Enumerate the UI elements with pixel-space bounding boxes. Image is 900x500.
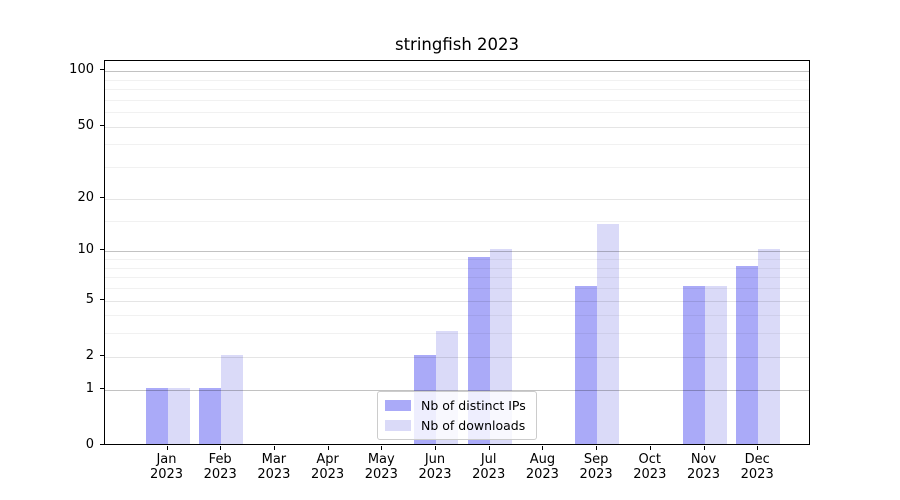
gridline — [105, 315, 809, 317]
y-tick — [100, 69, 104, 71]
x-tick-label-nov: Nov 2023 — [686, 452, 721, 482]
x-tick-label-mar: Mar 2023 — [257, 452, 291, 482]
gridline — [105, 144, 809, 146]
x-tick — [435, 446, 436, 450]
bar-nb-of-distinct-ips-nov — [682, 286, 705, 444]
x-tick — [220, 446, 222, 450]
gridline — [105, 220, 809, 222]
gridline — [105, 389, 809, 391]
legend-row: Nb of distinct IPs — [385, 398, 526, 413]
y-tick-label: 10 — [77, 242, 94, 258]
y-tick — [100, 444, 104, 445]
legend: Nb of distinct IPs Nb of downloads — [377, 391, 537, 440]
y-tick — [100, 124, 104, 126]
gridline — [105, 333, 809, 335]
x-tick-label-dec: Dec 2023 — [740, 452, 774, 482]
x-tick — [596, 446, 598, 450]
x-tick-label-may: May 2023 — [364, 452, 398, 482]
bar-nb-of-distinct-ips-sep — [575, 286, 598, 444]
gridline — [105, 267, 809, 269]
x-tick — [327, 446, 329, 450]
y-tick-label: 100 — [69, 62, 94, 78]
bar-nb-of-downloads-dec — [758, 249, 781, 444]
bar-nb-of-downloads-jan — [167, 387, 190, 444]
x-tick-label-jun: Jun 2023 — [418, 452, 452, 482]
x-tick-label-feb: Feb 2023 — [203, 452, 237, 482]
legend-label-nb-of-distinct-ips: Nb of distinct IPs — [421, 398, 526, 413]
x-tick — [649, 446, 651, 450]
x-tick — [273, 446, 275, 450]
y-tick-label: 1 — [85, 380, 94, 396]
y-tick-label: 20 — [77, 189, 94, 205]
y-tick — [100, 387, 104, 389]
bar-nb-of-distinct-ips-feb — [199, 387, 222, 444]
gridline — [105, 356, 809, 358]
bar-nb-of-downloads-nov — [704, 286, 727, 444]
plot-area — [104, 60, 810, 445]
legend-label-nb-of-downloads: Nb of downloads — [421, 418, 526, 433]
x-tick-label-apr: Apr 2023 — [311, 452, 345, 482]
x-tick — [381, 446, 383, 450]
gridline — [105, 300, 809, 302]
bar-nb-of-distinct-ips-jan — [145, 387, 168, 444]
legend-row: Nb of downloads — [385, 418, 526, 433]
gridline — [105, 198, 809, 200]
x-tick — [703, 446, 705, 450]
y-tick-label: 2 — [85, 347, 94, 363]
x-tick — [166, 446, 168, 450]
y-tick-label: 0 — [85, 437, 94, 452]
gridline — [105, 79, 809, 81]
x-tick-label-jul: Jul 2023 — [472, 452, 506, 482]
x-tick-label-oct: Oct 2023 — [633, 452, 667, 482]
gridline — [105, 71, 809, 73]
gridline — [105, 251, 809, 253]
y-tick — [100, 196, 104, 198]
legend-swatch-nb-of-distinct-ips — [385, 400, 411, 411]
gridline — [105, 288, 809, 289]
legend-swatch-nb-of-downloads — [385, 420, 411, 431]
chart-title: stringfish 2023 — [394, 35, 520, 54]
y-tick — [100, 354, 104, 356]
gridline — [105, 126, 809, 128]
x-tick — [488, 446, 490, 450]
gridline — [105, 259, 809, 260]
x-tick-label-jan: Jan 2023 — [149, 452, 184, 482]
gridline — [105, 89, 809, 91]
bar-nb-of-distinct-ips-dec — [736, 265, 759, 444]
x-tick — [542, 446, 544, 450]
y-tick — [100, 249, 104, 251]
x-tick-label-aug: Aug 2023 — [525, 452, 559, 482]
bar-nb-of-downloads-sep — [597, 224, 620, 444]
y-tick-label: 5 — [85, 291, 94, 307]
x-tick-label-sep: Sep 2023 — [579, 452, 613, 482]
gridline — [105, 99, 809, 101]
gridline — [105, 277, 809, 279]
y-tick — [100, 298, 104, 300]
bar-nb-of-downloads-feb — [221, 354, 244, 444]
gridline — [105, 167, 809, 169]
x-tick — [757, 446, 759, 450]
gridline — [105, 112, 809, 114]
y-tick-label: 50 — [77, 117, 94, 133]
